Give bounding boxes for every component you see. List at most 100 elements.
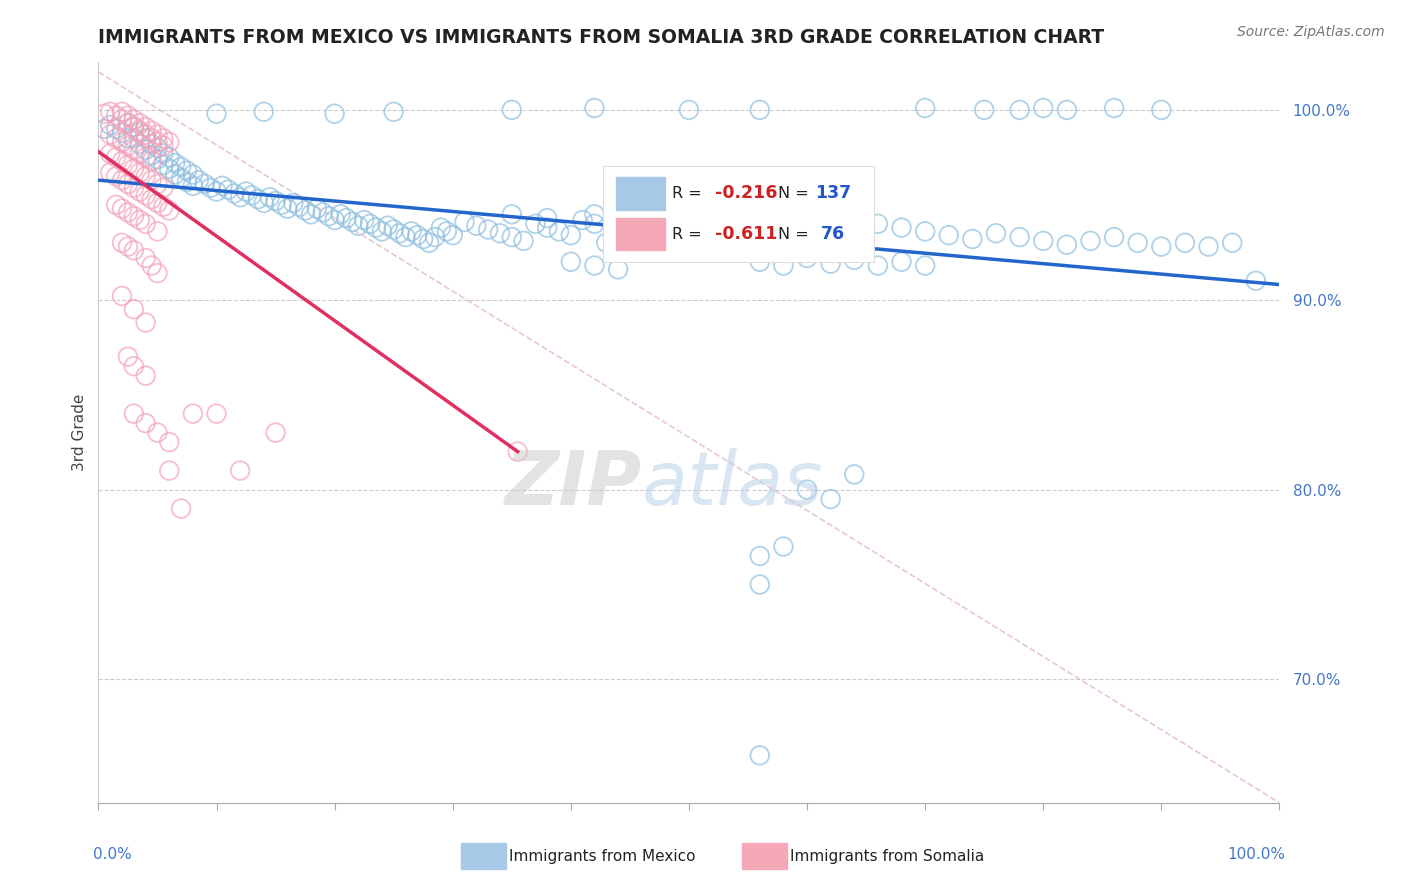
Point (1244, 274, 1267, 288)
Point (122, 131, 145, 145)
Point (165, 156, 187, 170)
Point (388, 227, 411, 241)
Point (205, 185, 228, 199)
Point (128, 137, 150, 152)
Point (820, 257, 842, 271)
Point (122, 143, 145, 157)
Point (305, 202, 328, 216)
Point (157, 203, 180, 218)
Point (696, 220, 718, 235)
Point (1174, 235, 1197, 250)
Point (111, 104, 134, 119)
Point (335, 211, 357, 226)
Point (772, 183, 794, 197)
Point (1102, 101, 1125, 115)
Point (111, 202, 134, 216)
Text: -0.216: -0.216 (714, 185, 778, 202)
Point (105, 150, 128, 164)
Point (914, 101, 936, 115)
Point (146, 141, 169, 155)
Point (141, 154, 163, 169)
Point (152, 131, 174, 145)
Point (111, 112, 134, 127)
Point (678, 103, 700, 117)
Point (205, 106, 228, 120)
Point (98, 118, 121, 132)
Point (748, 202, 770, 216)
Point (117, 139, 139, 153)
Point (1150, 103, 1173, 117)
Point (342, 215, 364, 229)
Point (283, 195, 305, 210)
Point (200, 180, 222, 194)
Point (1032, 101, 1054, 115)
Point (772, 224, 794, 238)
Point (441, 228, 464, 243)
Point (501, 103, 523, 117)
Point (501, 207, 523, 221)
Point (1008, 230, 1031, 244)
Point (111, 135, 134, 149)
Point (152, 139, 174, 153)
Point (122, 112, 145, 127)
Point (299, 207, 322, 221)
FancyBboxPatch shape (603, 166, 875, 262)
Text: 0.0%: 0.0% (93, 847, 131, 863)
Point (607, 239, 630, 253)
Point (135, 169, 157, 184)
Point (796, 205, 818, 219)
Point (181, 168, 204, 182)
Text: N =: N = (778, 186, 814, 201)
Point (176, 175, 198, 189)
Point (630, 202, 652, 216)
Point (235, 185, 257, 199)
Point (122, 244, 145, 258)
Point (135, 131, 157, 145)
Point (288, 200, 311, 214)
Text: atlas: atlas (641, 449, 823, 520)
Point (135, 217, 157, 231)
Point (820, 209, 842, 223)
Point (181, 407, 204, 421)
Point (135, 188, 157, 202)
Point (1126, 235, 1149, 250)
Point (105, 109, 128, 123)
Point (170, 501, 193, 516)
Point (135, 416, 157, 430)
Point (128, 124, 150, 138)
Point (725, 198, 748, 212)
Point (329, 207, 352, 221)
Point (259, 190, 281, 204)
Y-axis label: 3rd Grade: 3rd Grade (72, 394, 87, 471)
Point (938, 228, 960, 243)
Point (264, 425, 287, 440)
Point (270, 198, 292, 212)
Point (548, 224, 571, 238)
Text: IMMIGRANTS FROM MEXICO VS IMMIGRANTS FROM SOMALIA 3RD GRADE CORRELATION CHART: IMMIGRANTS FROM MEXICO VS IMMIGRANTS FRO… (98, 28, 1105, 47)
Point (111, 235, 134, 250)
Point (176, 163, 198, 178)
Point (672, 224, 695, 238)
Point (146, 153, 169, 167)
Point (146, 195, 169, 210)
Point (844, 467, 866, 482)
Point (583, 101, 606, 115)
Point (637, 220, 659, 235)
Point (1150, 239, 1173, 253)
Point (973, 103, 995, 117)
Point (122, 120, 145, 134)
Point (135, 143, 157, 157)
Point (170, 171, 193, 186)
Point (689, 175, 711, 189)
Point (217, 183, 239, 197)
Point (436, 224, 458, 238)
Point (128, 116, 150, 130)
Point (678, 228, 700, 243)
Point (772, 195, 794, 210)
Point (165, 168, 187, 182)
Point (135, 128, 157, 142)
Point (111, 173, 134, 187)
Point (382, 222, 405, 236)
Text: 137: 137 (815, 185, 852, 202)
Point (748, 748, 770, 763)
